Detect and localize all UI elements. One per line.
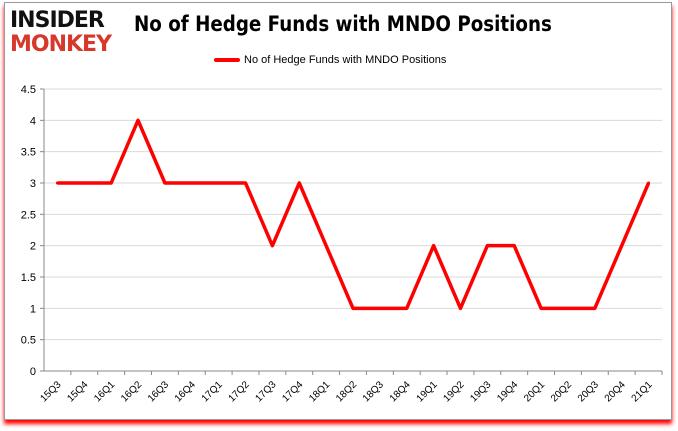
data-point — [566, 306, 570, 310]
x-tick-label: 20Q4 — [603, 379, 628, 404]
y-tick-label: 2 — [30, 241, 36, 253]
data-point — [109, 181, 113, 185]
y-tick-label: 1.5 — [21, 272, 36, 284]
x-tick-label: 17Q4 — [280, 379, 305, 404]
y-tick-label: 2.5 — [21, 209, 36, 221]
x-tick-label: 17Q2 — [227, 379, 252, 404]
data-point — [378, 306, 382, 310]
data-point — [217, 181, 221, 185]
x-tick-label: 18Q2 — [334, 379, 359, 404]
x-tick-label: 18Q4 — [388, 379, 413, 404]
y-tick-label: 0.5 — [21, 335, 36, 347]
y-tick-label: 3 — [30, 178, 36, 190]
x-tick-label: 19Q3 — [468, 379, 493, 404]
x-tick-label: 16Q2 — [119, 379, 144, 404]
data-point — [351, 306, 355, 310]
data-point — [405, 306, 409, 310]
data-point — [82, 181, 86, 185]
data-point — [163, 181, 167, 185]
x-tick-label: 16Q3 — [146, 379, 171, 404]
legend: No of Hedge Funds with MNDO Positions — [214, 54, 446, 66]
data-point — [297, 181, 301, 185]
x-tick-label: 20Q1 — [522, 379, 547, 404]
x-tick-label: 21Q1 — [630, 379, 655, 404]
y-tick-label: 3.5 — [21, 147, 36, 159]
data-point — [136, 118, 140, 122]
data-point — [432, 244, 436, 248]
x-tick-label: 15Q4 — [65, 379, 90, 404]
x-tick-label: 17Q3 — [253, 379, 278, 404]
x-tick-label: 19Q2 — [442, 379, 467, 404]
data-point — [190, 181, 194, 185]
legend-label: No of Hedge Funds with MNDO Positions — [244, 54, 447, 66]
data-point — [324, 244, 328, 248]
x-tick-label: 19Q1 — [415, 379, 440, 404]
chart-title: No of Hedge Funds with MNDO Positions — [134, 12, 552, 36]
x-tick-label: 20Q3 — [576, 379, 601, 404]
data-point — [620, 244, 624, 248]
data-point — [539, 306, 543, 310]
x-tick-label: 16Q4 — [173, 379, 198, 404]
x-tick-label: 19Q4 — [495, 379, 520, 404]
insider-monkey-logo: INSIDER MONKEY — [10, 8, 128, 57]
x-tick-label: 18Q3 — [361, 379, 386, 404]
data-point — [647, 181, 651, 185]
logo-line1: INSIDER — [10, 8, 105, 33]
y-tick-label: 0 — [30, 366, 36, 378]
data-point — [458, 306, 462, 310]
data-point — [270, 244, 274, 248]
x-tick-label: 20Q2 — [549, 379, 574, 404]
x-tick-label: 15Q3 — [38, 379, 63, 404]
y-tick-label: 1 — [30, 303, 36, 315]
y-tick-label: 4 — [30, 115, 36, 127]
y-tick-label: 4.5 — [21, 84, 36, 96]
data-point — [485, 244, 489, 248]
legend-swatch — [214, 58, 240, 62]
logo-line2: MONKEY — [10, 32, 112, 57]
chart-frame — [4, 2, 672, 420]
data-point — [593, 306, 597, 310]
x-tick-label: 16Q1 — [92, 379, 117, 404]
x-tick-label: 17Q1 — [200, 379, 225, 404]
data-point — [244, 181, 248, 185]
x-tick-label: 18Q1 — [307, 379, 332, 404]
data-point — [512, 244, 516, 248]
data-point — [55, 181, 59, 185]
